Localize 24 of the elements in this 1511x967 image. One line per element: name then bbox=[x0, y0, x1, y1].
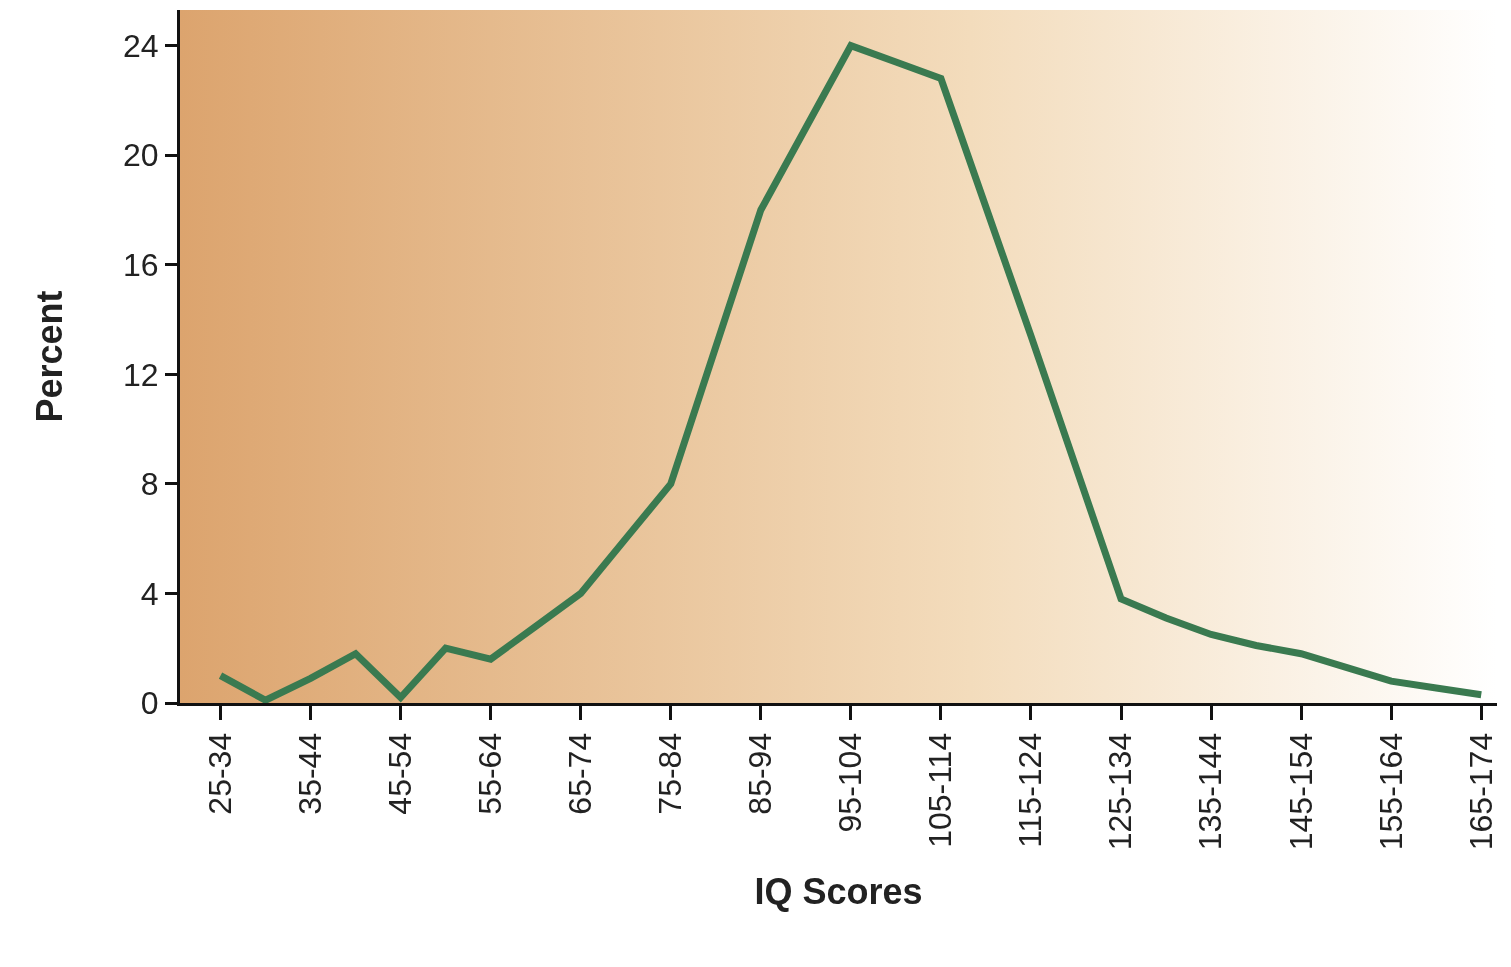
y-tick-label: 8 bbox=[140, 466, 159, 503]
x-tick-label: 125-134 bbox=[1102, 732, 1139, 851]
y-tick-label: 16 bbox=[123, 246, 159, 283]
x-tick-label: 55-64 bbox=[472, 732, 509, 815]
x-tick-label: 155-164 bbox=[1372, 732, 1409, 851]
x-tick-label: 35-44 bbox=[291, 732, 328, 815]
x-tick-label: 165-174 bbox=[1462, 732, 1499, 851]
x-tick-label: 95-104 bbox=[832, 732, 869, 833]
x-tick-label: 45-54 bbox=[382, 732, 419, 815]
y-tick-label: 12 bbox=[123, 356, 159, 393]
y-tick-label: 20 bbox=[123, 137, 159, 174]
x-tick-label: 85-94 bbox=[742, 732, 779, 815]
x-tick-label: 105-114 bbox=[922, 732, 959, 848]
x-tick-label: 115-124 bbox=[1012, 732, 1049, 848]
x-tick-label: 75-84 bbox=[652, 732, 689, 815]
x-tick-label: 65-74 bbox=[562, 732, 599, 815]
y-tick-label: 4 bbox=[140, 575, 159, 612]
x-axis-title: IQ Scores bbox=[754, 870, 923, 912]
y-tick-label: 24 bbox=[123, 27, 159, 64]
x-tick-label: 145-154 bbox=[1282, 732, 1319, 851]
x-tick-label: 25-34 bbox=[201, 732, 238, 815]
y-axis-title: Percent bbox=[28, 290, 70, 423]
y-tick-label: 0 bbox=[140, 685, 159, 722]
x-tick-label: 135-144 bbox=[1192, 732, 1229, 851]
